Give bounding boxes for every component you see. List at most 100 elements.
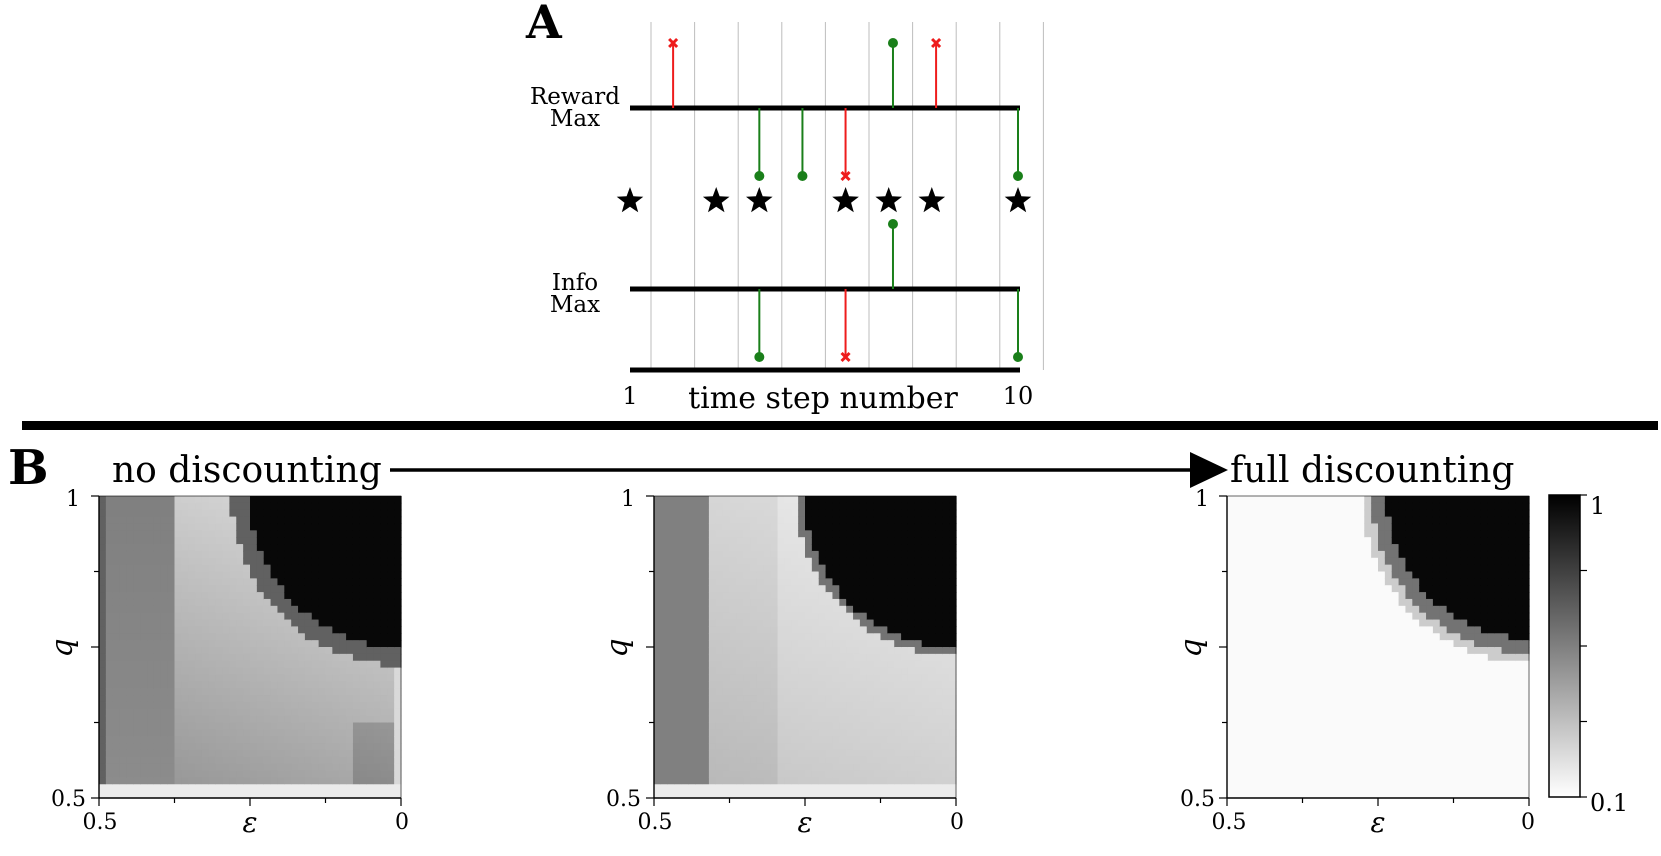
heatmap-cell <box>1247 743 1256 751</box>
heatmap-cell <box>1357 564 1365 573</box>
heatmap-cell <box>256 777 265 785</box>
heatmap-cell <box>736 722 744 730</box>
heatmap-cell <box>119 612 128 621</box>
heatmap-cell <box>1227 530 1235 538</box>
heatmap-cell <box>1364 722 1372 730</box>
heatmap-cell <box>887 550 895 559</box>
heatmap-cell <box>914 674 923 682</box>
heatmap-cell <box>105 777 114 785</box>
heatmap-2-axes <box>646 495 957 806</box>
heatmap-cell <box>195 619 203 628</box>
heatmap-cell <box>99 681 107 689</box>
heatmap-cell <box>935 626 943 634</box>
heatmap-cell <box>1261 516 1269 525</box>
heatmap-cell <box>1227 544 1235 552</box>
heatmap-cell <box>654 736 662 744</box>
heatmap-cell <box>126 633 134 641</box>
heatmap-cell <box>380 784 388 792</box>
heatmap-cell <box>174 550 182 559</box>
heatmap-cell <box>853 736 861 744</box>
heatmap-cell <box>770 605 779 614</box>
heatmap-cell <box>928 619 937 628</box>
heatmap-cell <box>743 530 751 538</box>
heatmap-cell <box>743 688 751 696</box>
heatmap-cell <box>256 502 265 511</box>
heatmap-cell <box>201 509 210 518</box>
heatmap-cell <box>1275 550 1283 559</box>
heatmap-cell <box>750 674 758 682</box>
heatmap-cell <box>325 749 333 758</box>
heatmap-cell <box>1233 578 1242 586</box>
heatmap-cell <box>256 770 265 779</box>
heatmap-cell <box>784 674 792 682</box>
heatmap-cell <box>1309 784 1317 792</box>
heatmap-cell <box>667 592 676 600</box>
heatmap-cell <box>318 557 327 566</box>
heatmap-cell <box>1275 791 1283 799</box>
heatmap-cell <box>140 544 148 552</box>
heatmap-cell <box>222 688 231 696</box>
heatmap-cell <box>1323 749 1331 758</box>
heatmap-cell <box>1288 523 1297 531</box>
heatmap-cell <box>298 653 306 662</box>
heatmap-cell <box>147 571 155 579</box>
heatmap-cell <box>332 681 340 689</box>
heatmap-cell <box>736 681 744 689</box>
heatmap-cell <box>660 777 669 785</box>
heatmap-cell <box>907 791 916 799</box>
heatmap-cell <box>380 770 388 779</box>
heatmap-cell <box>181 537 189 545</box>
heatmap-cell <box>270 502 279 511</box>
heatmap-cell <box>839 743 847 751</box>
heatmap-cell <box>756 585 765 593</box>
heatmap-cell <box>99 530 107 538</box>
heatmap-cell <box>311 585 320 593</box>
heatmap-cell <box>1336 653 1345 662</box>
heatmap-cell <box>394 653 402 662</box>
heatmap-cell <box>1309 509 1317 518</box>
heatmap-cell <box>695 585 703 593</box>
heatmap-cell <box>839 763 847 772</box>
heatmap-cell <box>394 619 402 628</box>
heatmap-cell <box>167 681 176 689</box>
heatmap-cell <box>298 770 306 779</box>
heatmap-cell <box>99 502 107 511</box>
heatmap-cell <box>839 598 847 607</box>
heatmap-cell <box>160 743 169 751</box>
heatmap-cell <box>105 770 114 779</box>
heatmap-cell <box>1378 695 1386 703</box>
heatmap-cell <box>654 756 662 765</box>
heatmap-cell <box>949 736 957 744</box>
heatmap-cell <box>1350 743 1359 751</box>
heatmap-cell <box>105 626 114 634</box>
heatmap-cell <box>99 770 107 779</box>
heatmap-cell <box>1371 523 1379 531</box>
heatmap-cell <box>250 770 258 779</box>
heatmap-cell <box>921 722 930 730</box>
heatmap-cell <box>208 530 217 538</box>
heatmap-cell <box>743 523 751 531</box>
heatmap-cell <box>756 722 765 730</box>
heatmap-cell <box>715 736 724 744</box>
heatmap-cell <box>1316 640 1324 648</box>
heatmap-cell <box>887 530 895 538</box>
heatmap-cell <box>298 612 306 621</box>
heatmap-cell <box>195 653 203 662</box>
heatmap-cell <box>332 619 340 628</box>
heatmap-cell <box>133 681 141 689</box>
heatmap-cell <box>195 571 203 579</box>
heatmap-cell <box>859 612 868 621</box>
heatmap-cell <box>921 756 930 765</box>
heatmap-cell <box>798 564 806 573</box>
heatmap-cell <box>750 502 758 511</box>
heatmap-cell <box>270 681 279 689</box>
heatmap-cell <box>1295 736 1304 744</box>
heatmap-cell <box>660 749 669 758</box>
heatmap-cell <box>750 708 758 717</box>
heatmap-cell <box>887 674 895 682</box>
heatmap-cell <box>181 640 189 648</box>
heatmap-cell <box>112 681 121 689</box>
heatmap-cell <box>708 523 717 531</box>
heatmap-cell <box>1281 763 1290 772</box>
heatmap-cell <box>935 509 943 518</box>
